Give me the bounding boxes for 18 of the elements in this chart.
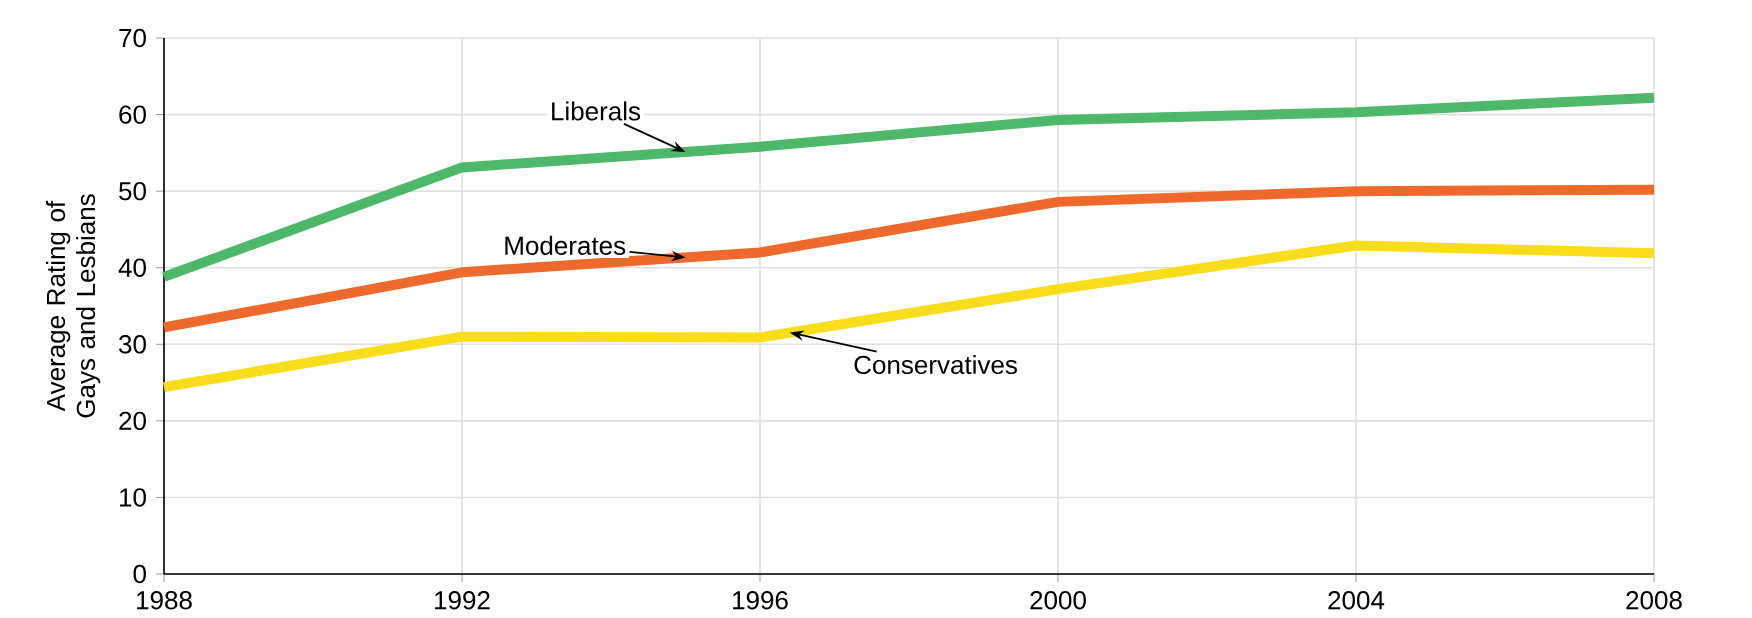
y-tick-label: 30 (119, 335, 146, 354)
y-tick-label: 50 (119, 181, 146, 201)
series-label: Conservatives (854, 355, 1017, 375)
y-tick-label: 20 (119, 411, 146, 431)
series-label: Liberals (552, 101, 641, 121)
x-tick-label: 2000 (1030, 591, 1086, 610)
y-tick-label: 70 (119, 28, 146, 48)
x-tick-label: 1988 (137, 591, 192, 610)
x-tick-label: 2004 (1328, 591, 1385, 610)
series-label: Moderates (505, 235, 626, 255)
y-tick-label: 0 (133, 564, 146, 584)
x-tick-label: 1992 (435, 591, 490, 610)
y-tick-label: 10 (120, 488, 146, 507)
y-tick-label: 60 (119, 105, 146, 124)
x-tick-label: 1996 (733, 591, 788, 610)
y-tick-label: 40 (118, 258, 146, 277)
y-axis-title: Average Rating of Gays and Lesbians (46, 194, 101, 418)
x-tick-label: 2008 (1626, 591, 1682, 610)
